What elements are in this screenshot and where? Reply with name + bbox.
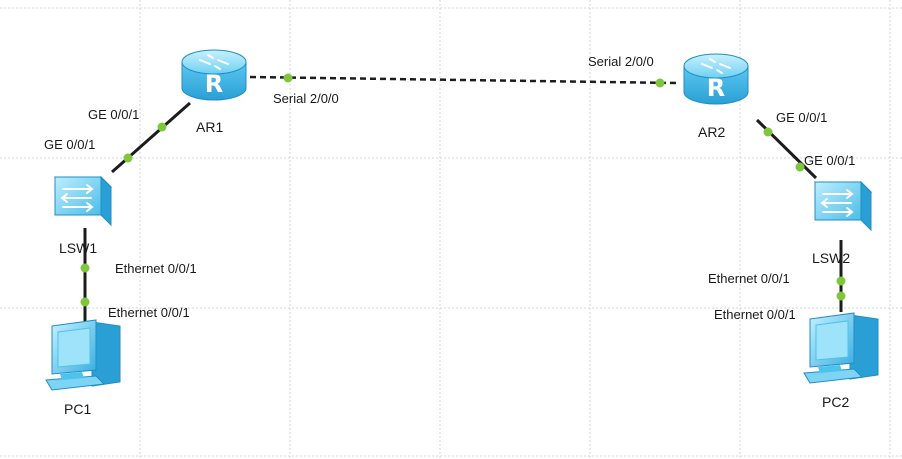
port-dot-lsw2-eth[interactable]: [836, 276, 846, 286]
port-label-pc1-eth: Ethernet 0/0/1: [108, 305, 190, 320]
device-lsw1[interactable]: [54, 176, 112, 226]
port-dot-ar1-serial[interactable]: [283, 73, 293, 83]
device-label-pc1: PC1: [64, 401, 91, 417]
device-label-lsw1: LSW1: [59, 240, 97, 256]
port-dot-pc2-eth[interactable]: [836, 291, 846, 301]
link-ar1-ar2[interactable]: [249, 75, 677, 85]
device-label-lsw2: LSW2: [812, 250, 850, 266]
pc-icon: [45, 319, 121, 391]
port-dot-ar2-ge[interactable]: [763, 127, 773, 137]
port-label-ar1-serial: Serial 2/0/0: [273, 91, 339, 106]
port-dot-lsw1-eth[interactable]: [80, 263, 90, 273]
device-pc1[interactable]: [45, 319, 121, 391]
port-label-pc2-eth: Ethernet 0/0/1: [714, 307, 796, 322]
router-glyph: R: [205, 70, 223, 98]
port-label-lsw2-ge: GE 0/0/1: [804, 153, 855, 168]
port-dot-pc1-eth[interactable]: [80, 297, 90, 307]
port-dot-ar1-ge[interactable]: [157, 122, 167, 132]
port-label-lsw1-eth: Ethernet 0/0/1: [115, 261, 197, 276]
port-label-ar2-serial: Serial 2/0/0: [588, 54, 654, 69]
device-label-pc2: PC2: [822, 394, 849, 410]
device-pc2[interactable]: [803, 312, 879, 384]
device-label-ar2: AR2: [698, 124, 725, 140]
switch-icon: [54, 176, 112, 226]
device-label-ar1: AR1: [196, 119, 223, 135]
port-dot-lsw2-ge[interactable]: [795, 162, 805, 172]
port-label-ar2-ge: GE 0/0/1: [776, 110, 827, 125]
switch-icon: [814, 181, 872, 231]
pc-icon: [803, 312, 879, 384]
port-label-ar1-ge: GE 0/0/1: [88, 107, 139, 122]
port-label-lsw2-eth: Ethernet 0/0/1: [708, 271, 790, 286]
port-label-lsw1-ge: GE 0/0/1: [44, 137, 95, 152]
device-ar1[interactable]: R: [181, 49, 247, 101]
router-glyph: R: [707, 74, 725, 102]
device-ar2[interactable]: R: [683, 53, 749, 105]
port-dot-ar2-serial[interactable]: [655, 78, 665, 88]
port-dot-lsw1-ge[interactable]: [123, 153, 133, 163]
port-dots: [80, 73, 846, 307]
device-lsw2[interactable]: [814, 181, 872, 231]
